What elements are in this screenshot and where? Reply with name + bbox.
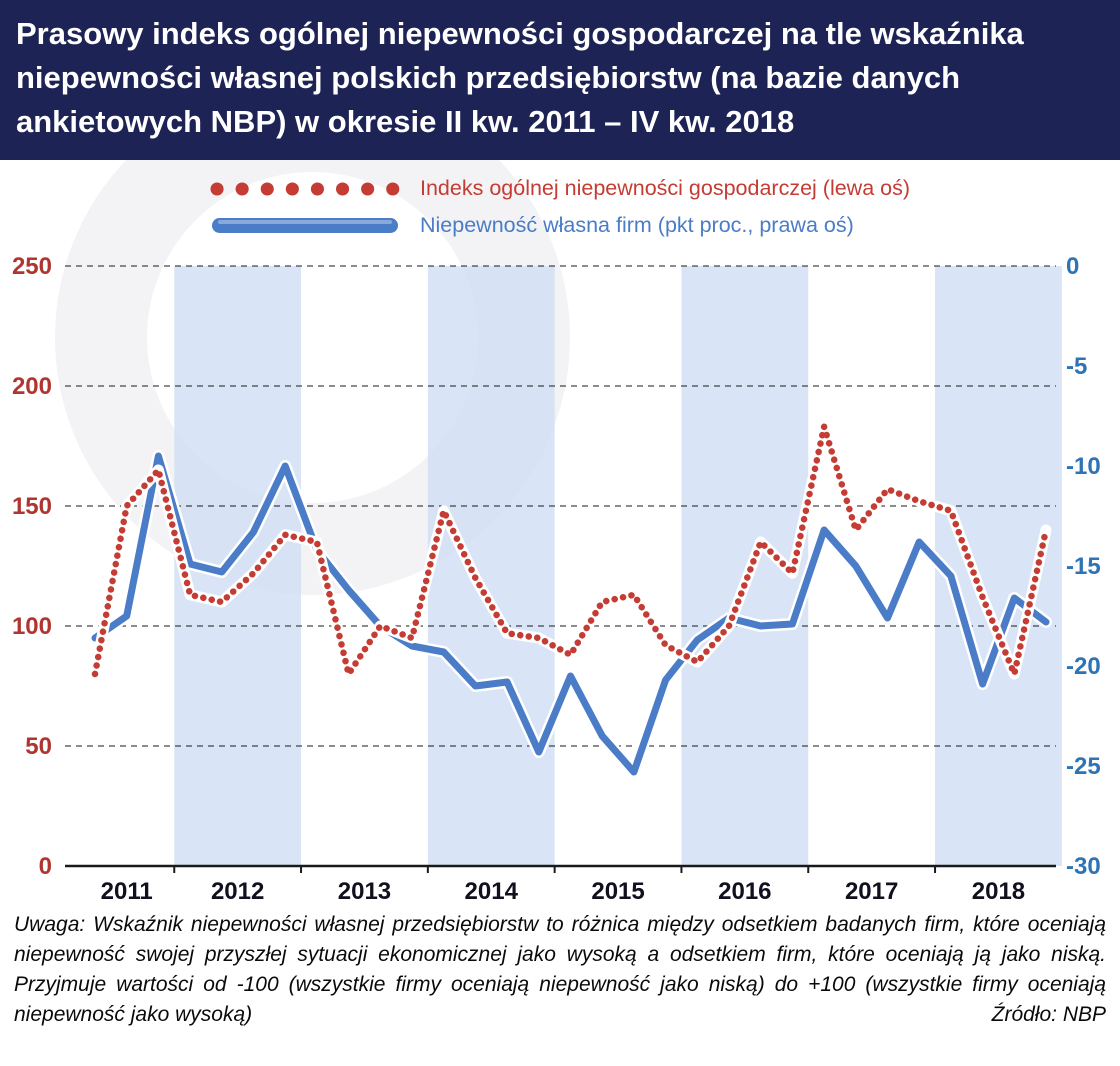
year-band <box>427 266 555 867</box>
footnote-text: Uwaga: Wskaźnik niepewności własnej prze… <box>14 913 1106 1027</box>
right-axis-label: -20 <box>1066 653 1101 680</box>
right-axis-label: -10 <box>1066 453 1101 480</box>
title-bar: Prasowy indeks ogólnej niepewności gospo… <box>0 0 1120 161</box>
x-axis-year-label: 2014 <box>465 878 519 905</box>
footnote: Uwaga: Wskaźnik niepewności własnej prze… <box>14 910 1106 1030</box>
x-axis-year-label: 2012 <box>211 878 264 905</box>
legend-label-firm-uncertainty: Niepewność własna firm (pkt proc., prawa… <box>420 213 854 238</box>
legend: Indeks ogólnej niepewności gospodarczej … <box>206 170 1120 244</box>
right-axis-label: -5 <box>1066 353 1087 380</box>
legend-marker-solid-blue-icon <box>212 217 398 233</box>
legend-item-press-index: Indeks ogólnej niepewności gospodarczej … <box>206 170 1120 207</box>
x-axis-year-label: 2016 <box>718 878 771 905</box>
footnote-area: Uwaga: Wskaźnik niepewności własnej prze… <box>14 910 1106 1030</box>
x-axis-year-label: 2015 <box>591 878 644 905</box>
source-label: Źródło: NBP <box>991 1003 1106 1027</box>
x-axis-year-label: 2017 <box>845 878 898 905</box>
right-axis-label: -30 <box>1066 853 1101 880</box>
legend-label-press-index: Indeks ogólnej niepewności gospodarczej … <box>420 176 911 201</box>
left-axis-label: 100 <box>12 613 52 640</box>
left-axis-label: 150 <box>12 493 52 520</box>
left-axis-label: 50 <box>25 733 52 760</box>
x-axis-year-label: 2013 <box>338 878 391 905</box>
x-axis-year-label: 2018 <box>972 878 1025 905</box>
year-bands <box>174 266 1062 867</box>
right-axis-label: -25 <box>1066 753 1101 780</box>
left-axis-label: 250 <box>12 253 52 280</box>
chart-title: Prasowy indeks ogólnej niepewności gospo… <box>16 16 1024 140</box>
right-axis-label: 0 <box>1066 253 1079 280</box>
left-axis-label: 200 <box>12 373 52 400</box>
gridlines: 0 50 100 150 200 250 <box>12 253 1056 880</box>
series-firm-uncertainty-solid <box>91 452 1050 776</box>
left-axis-label: 0 <box>39 853 52 880</box>
right-axis-label: -15 <box>1066 553 1101 580</box>
series-press-index-dotted <box>91 423 1050 678</box>
legend-item-firm-uncertainty: Niepewność własna firm (pkt proc., prawa… <box>206 207 1120 244</box>
x-axis-year-label: 2011 <box>101 878 153 905</box>
uncertainty-line-chart: 0 50 100 150 200 250 0 -5 -10 -15 -20 -25 -30 2011 201… <box>12 253 1101 905</box>
legend-marker-dotted-red-icon <box>210 182 401 196</box>
